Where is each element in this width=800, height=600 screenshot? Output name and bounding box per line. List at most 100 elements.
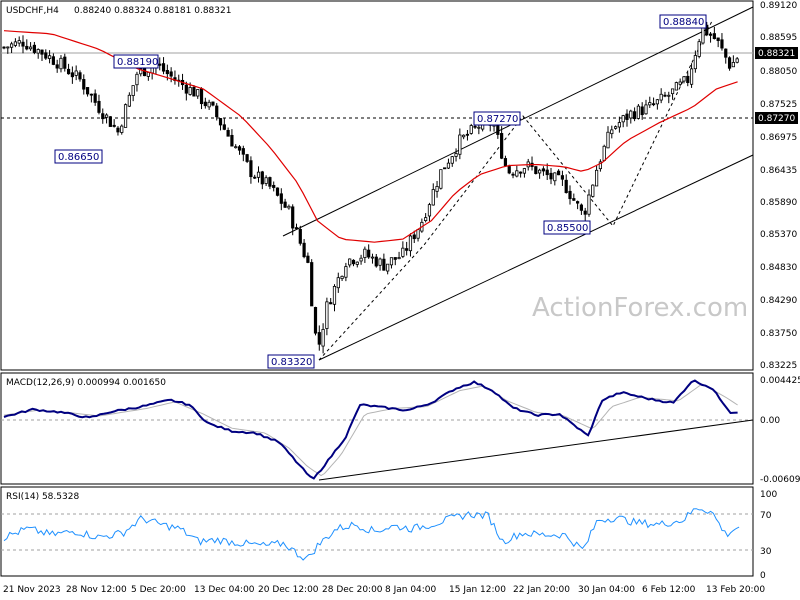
candle-body — [218, 118, 223, 126]
candle-body — [443, 167, 447, 170]
candle-body — [313, 307, 318, 334]
candle-body — [120, 125, 124, 133]
candle-body — [405, 248, 409, 251]
candle-body — [226, 130, 230, 137]
candle-body — [363, 248, 367, 258]
candle-body — [386, 263, 390, 272]
candle-body — [66, 68, 71, 75]
candle-body — [450, 156, 454, 164]
candle-body — [579, 204, 584, 211]
macd-tick: 0.004425 — [760, 376, 800, 386]
annotation-text: 0.83320 — [271, 357, 312, 368]
candle-body — [693, 55, 697, 70]
candle-body — [44, 52, 48, 59]
candle-body — [275, 187, 280, 196]
candle-body — [25, 45, 29, 50]
candle-body — [613, 126, 618, 129]
candle-body — [2, 46, 6, 49]
candle-body — [655, 99, 659, 105]
time-label: 21 Nov 2023 — [3, 585, 61, 595]
candle-body — [355, 261, 359, 265]
candle-body — [161, 63, 166, 72]
price-tick: 0.83225 — [760, 361, 797, 371]
candle-body — [716, 37, 720, 42]
candle-body — [336, 277, 340, 289]
rsi-panel: RSI(14) 58.5328 100 70 30 0 — [0, 486, 777, 581]
candle-body — [439, 169, 443, 189]
candle-body — [389, 257, 394, 266]
price-tick: 0.88595 — [760, 33, 797, 43]
candle-body — [473, 125, 477, 128]
candle-body — [215, 105, 219, 118]
time-axis: 21 Nov 2023 28 Nov 12:00 5 Dec 20:00 13 … — [3, 585, 765, 595]
candle-body — [670, 88, 675, 95]
candle-body — [192, 86, 196, 97]
candle-body — [47, 55, 52, 59]
candle-body — [139, 68, 143, 75]
candle-body — [17, 40, 21, 44]
candle-body — [70, 72, 74, 78]
price-tick: 0.86975 — [760, 133, 797, 143]
candle-body — [572, 198, 576, 201]
candle-body — [640, 106, 644, 116]
annotation-0.83320: 0.83320 — [267, 354, 315, 369]
candle-body — [63, 56, 67, 69]
candle-body — [287, 205, 291, 209]
annotation-0.86650: 0.86650 — [54, 149, 103, 164]
macd-label: MACD(12,26,9) 0.000994 0.001650 — [6, 378, 166, 388]
candle-body — [727, 57, 732, 69]
annotation-0.85500: 0.85500 — [543, 220, 591, 235]
price-tick: 0.88050 — [760, 67, 797, 77]
candle-body — [500, 133, 504, 159]
candle-body — [519, 171, 523, 174]
candle-body — [594, 169, 599, 187]
time-label: 8 Jan 04:00 — [385, 585, 437, 595]
candle-body — [268, 177, 272, 187]
candle-body — [435, 186, 439, 192]
candle-body — [560, 175, 565, 180]
candle-body — [686, 75, 690, 84]
candle-body — [230, 134, 234, 147]
candle-body — [431, 189, 435, 206]
candle-body — [253, 176, 257, 179]
candle-body — [515, 170, 519, 177]
candle-body — [302, 242, 306, 258]
candle-body — [74, 70, 78, 76]
candle-body — [184, 84, 188, 94]
rsi-tick: 70 — [760, 511, 772, 521]
annotation-text: 0.85500 — [547, 223, 588, 234]
candle-body — [203, 101, 207, 107]
candle-body — [705, 24, 709, 36]
candle-body — [697, 41, 701, 57]
time-label: 6 Feb 12:00 — [642, 585, 696, 595]
watermark: ActionForex.com — [532, 293, 748, 323]
wave-dashed-line — [318, 20, 713, 361]
candle-body — [568, 190, 572, 200]
price-panel: ActionForex.com USDCHF,H4 0.88240 0.8832… — [0, 0, 754, 371]
candle-body — [9, 43, 14, 48]
candle-body — [332, 286, 337, 305]
candle-body — [28, 46, 33, 50]
candle-body — [724, 48, 728, 58]
annotation-text: 0.87270 — [477, 114, 518, 125]
candle-body — [245, 154, 249, 162]
candle-body — [610, 129, 614, 135]
candle-body — [644, 104, 648, 115]
annotation-0.87270: 0.87270 — [473, 111, 521, 126]
time-label: 13 Feb 20:00 — [706, 585, 765, 595]
candle-body — [545, 169, 549, 176]
macd-line — [3, 379, 738, 480]
candle-body — [260, 171, 264, 185]
candle-body — [101, 113, 105, 120]
candle-body — [89, 93, 93, 96]
candle-body — [424, 217, 428, 221]
candle-body — [621, 115, 625, 123]
candle-body — [237, 146, 242, 151]
rsi-tick: 100 — [760, 490, 777, 500]
candle-body — [6, 46, 10, 49]
candle-body — [465, 133, 470, 136]
current-price-text: 0.88321 — [758, 49, 795, 59]
rsi-tick: 0 — [760, 571, 766, 581]
macd-signal-line — [3, 383, 738, 477]
candle-body — [557, 170, 561, 176]
